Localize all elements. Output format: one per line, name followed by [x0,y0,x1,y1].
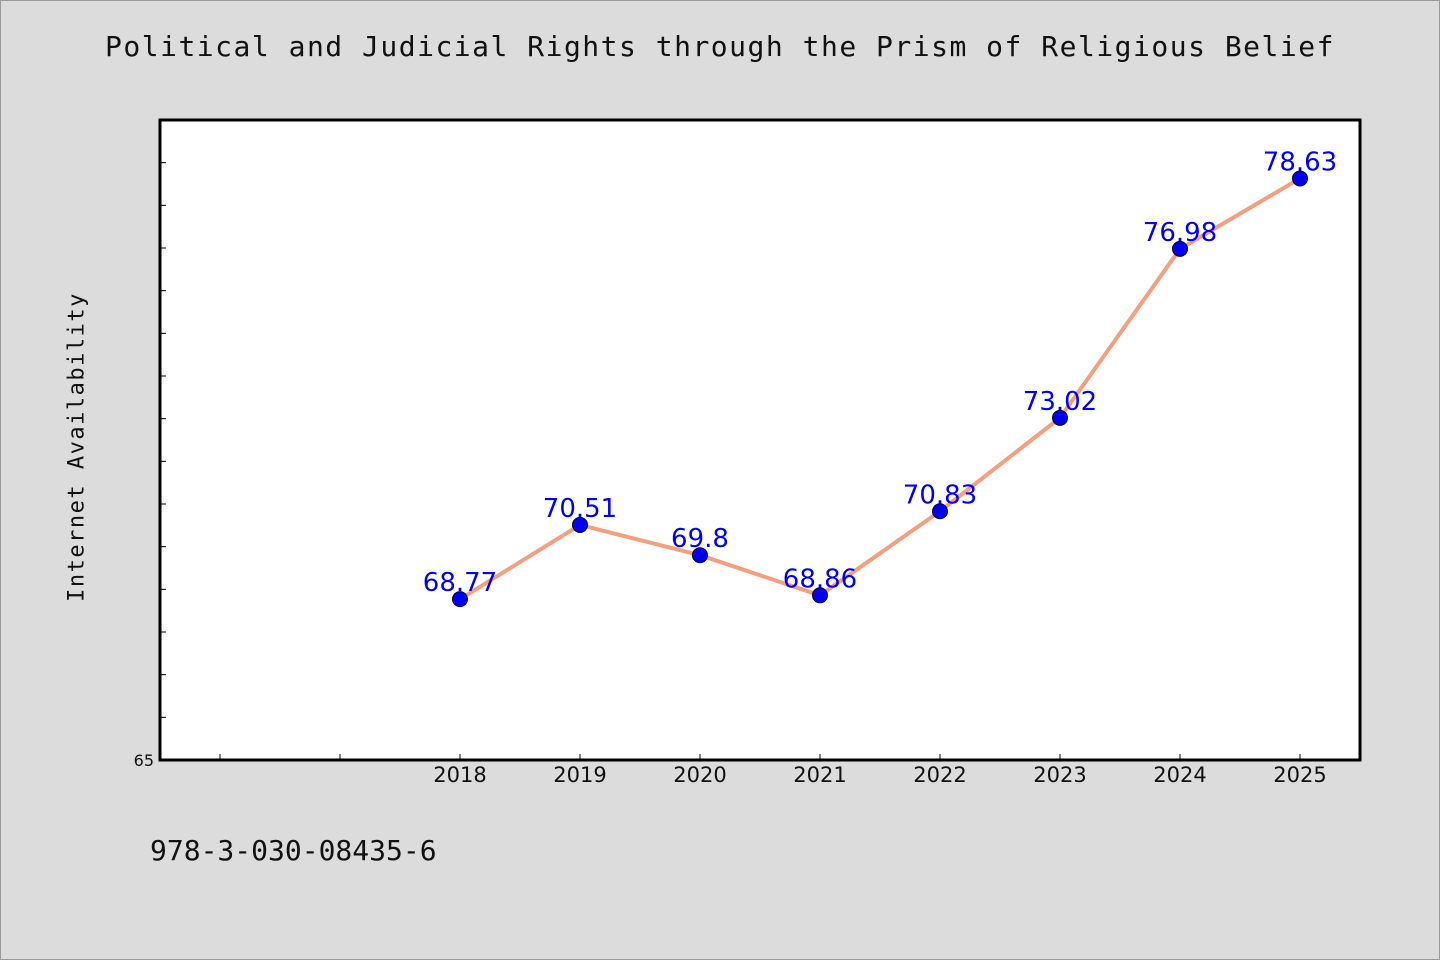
x-tick-label: 2022 [913,763,966,787]
chart-title: Political and Judicial Rights through th… [105,30,1335,63]
data-label: 78.63 [1263,147,1337,177]
x-axis-ticks: 2018 2019 2020 2021 2022 2023 2024 2025 [219,754,1327,787]
y-tick-label: 65 [134,751,154,770]
x-tick-label: 2018 [433,763,486,787]
data-label: 70.51 [543,494,617,524]
x-tick-label: 2021 [793,763,846,787]
data-label: 70.83 [903,480,977,510]
series-points [452,170,1308,608]
data-point [812,587,828,604]
x-tick-label: 2019 [553,763,606,787]
y-axis-ticks: 65 [134,162,166,770]
data-label: 73.02 [1023,387,1097,417]
data-label: 69.8 [671,524,729,554]
data-point [452,591,468,608]
plot-area [158,118,1362,762]
data-label: 68.77 [423,568,497,598]
data-point [1052,409,1068,426]
data-point [692,547,708,564]
data-labels: 68.77 70.51 69.8 68.86 70.83 73.02 76.98 78.63 [423,147,1337,598]
data-label: 76.98 [1143,218,1217,248]
series-lines [458,176,1302,602]
x-tick-label: 2024 [1153,763,1206,787]
data-point [1292,170,1308,187]
x-tick-label: 2023 [1033,763,1086,787]
data-point [572,516,588,533]
data-point [932,503,948,520]
x-tick-label: 2025 [1273,763,1326,787]
isbn-text: 978-3-030-08435-6 [150,834,437,867]
data-point [1172,240,1188,257]
series-line [458,176,1302,602]
data-label: 68.86 [783,564,857,594]
x-tick-label: 2020 [673,763,726,787]
